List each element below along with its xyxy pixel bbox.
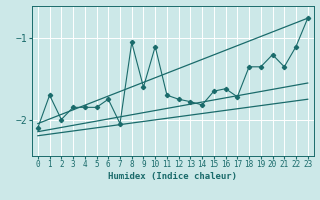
X-axis label: Humidex (Indice chaleur): Humidex (Indice chaleur) [108,172,237,181]
